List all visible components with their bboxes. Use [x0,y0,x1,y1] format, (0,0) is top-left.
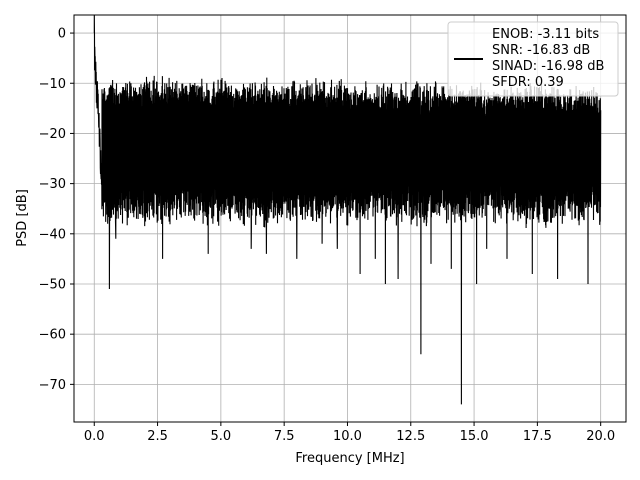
y-tick-label-6: −60 [39,328,66,343]
legend-line-enob: ENOB: -3.11 bits [492,27,599,42]
x-tick-label-8: 20.0 [586,429,615,444]
x-tick-label-2: 5.0 [211,429,232,444]
x-tick-label-7: 17.5 [523,429,552,444]
y-tick-label-4: −40 [39,227,66,242]
legend-box [447,21,619,97]
x-tick-label-6: 15.0 [460,429,489,444]
axis-ticks: 0.0 2.5 5.0 7.5 10.0 12.5 15.0 17.5 20.0 0 −10 −20 −… [39,27,616,444]
y-tick-label-3: −30 [39,177,66,192]
y-tick-label-7: −70 [39,378,66,393]
psd-series-line [93,14,602,405]
legend-entry: ENOB: -3.11 bits SNR: -16.83 dB SINAD: -… [492,27,609,90]
x-tick-label-3: 7.5 [274,429,295,444]
legend-line-sfdr: SFDR: 0.39 [492,75,564,90]
x-tick-label-1: 2.5 [147,429,168,444]
y-tick-label-5: −50 [39,277,66,292]
y-tick-label-1: −10 [39,77,66,92]
x-tick-label-5: 12.5 [396,429,425,444]
legend: ENOB: -3.11 bits SNR: -16.83 dB SINAD: -… [447,21,619,97]
y-tick-label-0: 0 [58,27,66,42]
axes-frame [73,14,627,423]
legend-line-sinad: SINAD: -16.98 dB [492,59,604,74]
x-tick-label-4: 10.0 [333,429,362,444]
y-axis-label: PSD [dB] [15,189,30,247]
x-tick-label-0: 0.0 [84,429,105,444]
y-tick-label-2: −20 [39,127,66,142]
x-axis-label: Frequency [MHz] [295,451,404,466]
plot-area [93,14,602,405]
legend-line-snr: SNR: -16.83 dB [492,43,590,58]
